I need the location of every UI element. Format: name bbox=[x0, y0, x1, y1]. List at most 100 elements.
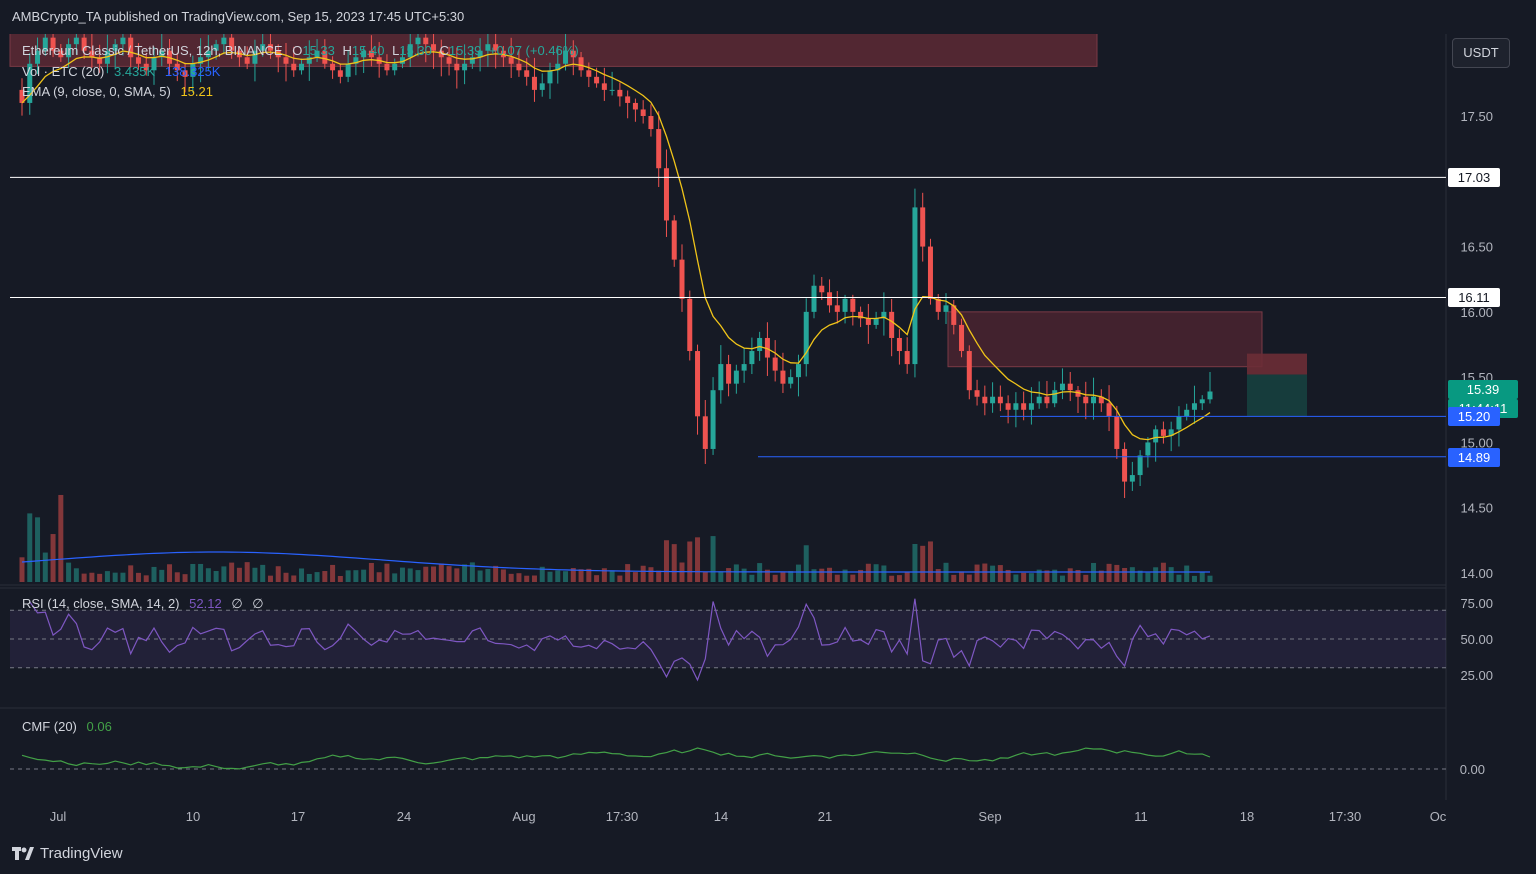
candle-body bbox=[1191, 403, 1197, 410]
candle-body bbox=[1059, 383, 1065, 391]
volume-bar bbox=[368, 562, 374, 582]
rsi-label[interactable]: RSI (14, close, SMA, 14, 2) bbox=[22, 596, 180, 611]
volume-bar bbox=[19, 557, 25, 582]
volume-bar bbox=[205, 568, 211, 582]
ema-legend[interactable]: EMA (9, close, 0, SMA, 5) 15.21 bbox=[22, 84, 213, 99]
candle-body bbox=[990, 396, 996, 404]
symbol-legend[interactable]: Ethereum Classic / TetherUS, 12h, BINANC… bbox=[22, 43, 579, 58]
candle-body bbox=[1160, 429, 1166, 436]
volume-bar bbox=[81, 573, 87, 582]
volume-bar bbox=[889, 575, 895, 582]
candle-body bbox=[112, 44, 118, 51]
volume-legend[interactable]: Vol · ETC (20) 3.435K 138.325K bbox=[22, 64, 220, 79]
volume-bar bbox=[1199, 571, 1205, 582]
volume-bar bbox=[1098, 570, 1104, 582]
volume-bar bbox=[1013, 574, 1019, 582]
volume-bar bbox=[1028, 573, 1034, 582]
volume-bar bbox=[151, 566, 157, 582]
volume-bar bbox=[174, 572, 180, 582]
volume-bar bbox=[625, 564, 631, 582]
volume-bar bbox=[1184, 565, 1190, 582]
candle-body bbox=[865, 318, 871, 325]
candle-body bbox=[485, 44, 491, 51]
volume-bar bbox=[1059, 575, 1065, 582]
candle-body bbox=[306, 57, 312, 64]
volume-bar bbox=[555, 570, 561, 582]
candle-body bbox=[889, 311, 895, 338]
candle-body bbox=[920, 207, 926, 247]
candle-body bbox=[594, 76, 600, 84]
ema-label[interactable]: EMA (9, close, 0, SMA, 5) bbox=[22, 84, 171, 99]
tradingview-brand[interactable]: TradingView bbox=[12, 845, 123, 862]
volume-bar bbox=[407, 568, 413, 582]
volume-bar bbox=[469, 562, 475, 582]
volume-bar bbox=[1153, 567, 1159, 582]
volume-bar bbox=[764, 569, 770, 582]
volume-bar bbox=[881, 565, 887, 582]
candle-body bbox=[438, 50, 444, 58]
cmf-legend[interactable]: CMF (20) 0.06 bbox=[22, 719, 112, 734]
volume-bar bbox=[896, 575, 902, 582]
volume-bar bbox=[267, 575, 273, 582]
volume-bar bbox=[951, 574, 957, 582]
volume-bar bbox=[89, 572, 95, 582]
candle-body bbox=[912, 207, 918, 365]
change-value: +0.07 (+0.46%) bbox=[489, 43, 579, 58]
volume-bar bbox=[586, 568, 592, 582]
candle-body bbox=[850, 298, 856, 312]
volume-ma-value: 138.325K bbox=[164, 64, 221, 79]
volume-bar bbox=[376, 572, 382, 582]
volume-bar bbox=[997, 565, 1003, 582]
candle-body bbox=[982, 396, 988, 404]
candle-body bbox=[229, 37, 235, 51]
candle-body bbox=[881, 311, 887, 319]
price-axis-label: 15.20 bbox=[1448, 407, 1500, 427]
candle-body bbox=[733, 370, 739, 384]
candle-body bbox=[81, 37, 87, 51]
candle-body bbox=[260, 44, 266, 51]
candle-body bbox=[1013, 403, 1019, 410]
volume-bar bbox=[578, 569, 584, 582]
horizontal-levels bbox=[10, 176, 1446, 458]
cmf-value: 0.06 bbox=[86, 719, 112, 734]
volume-bar bbox=[1122, 567, 1128, 582]
candle-body bbox=[384, 63, 390, 71]
volume-bar bbox=[1075, 569, 1081, 582]
candle-body bbox=[469, 57, 475, 64]
volume-bar bbox=[462, 564, 468, 582]
volume-bar bbox=[920, 545, 926, 582]
candle-body bbox=[803, 311, 809, 365]
currency-button[interactable]: USDT bbox=[1452, 38, 1510, 68]
volume-bar bbox=[1207, 575, 1213, 582]
volume-bar bbox=[213, 570, 219, 582]
candle-body bbox=[1106, 403, 1112, 417]
volume-bar bbox=[454, 568, 460, 582]
candle-body bbox=[1028, 403, 1034, 410]
candle-body bbox=[361, 50, 367, 58]
position-target-zone bbox=[1247, 374, 1307, 417]
rsi-legend[interactable]: RSI (14, close, SMA, 14, 2) 52.12 ∅ ∅ bbox=[22, 596, 264, 612]
candle-body bbox=[966, 351, 972, 391]
cmf-label[interactable]: CMF (20) bbox=[22, 719, 77, 734]
candle-body bbox=[353, 57, 359, 64]
volume-bar bbox=[27, 513, 33, 582]
candle-body bbox=[531, 76, 537, 90]
candle-body bbox=[159, 50, 165, 58]
candle-body bbox=[834, 305, 840, 312]
volume-bar bbox=[1114, 564, 1120, 582]
candle-body bbox=[368, 50, 374, 58]
candle-body bbox=[617, 89, 623, 97]
candle-body bbox=[1145, 442, 1151, 456]
rsi-tick-label: 25.00 bbox=[1460, 668, 1493, 683]
volume-bar bbox=[795, 564, 801, 582]
candle-body bbox=[1044, 396, 1050, 404]
price-axis-label: 16.11 bbox=[1448, 288, 1500, 308]
volume-bar bbox=[322, 571, 328, 582]
volume-label[interactable]: Vol · ETC (20) bbox=[22, 64, 105, 79]
volume-bar bbox=[990, 565, 996, 582]
axes: 17.5016.5016.0015.5015.0014.5014.0075.00… bbox=[50, 109, 1493, 824]
candle-body bbox=[718, 364, 724, 391]
symbol-name[interactable]: Ethereum Classic / TetherUS, 12h, BINANC… bbox=[22, 43, 283, 58]
volume-bar bbox=[260, 564, 266, 582]
